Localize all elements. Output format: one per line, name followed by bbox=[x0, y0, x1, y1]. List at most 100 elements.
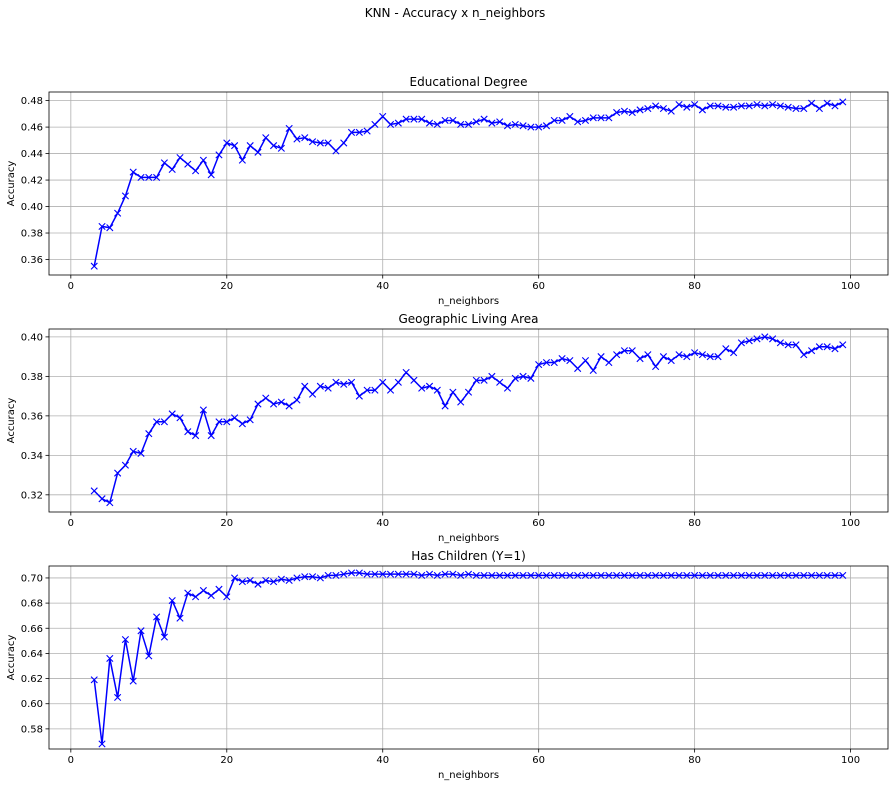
data-point bbox=[410, 570, 418, 578]
data-point bbox=[558, 571, 566, 580]
data-point bbox=[581, 116, 590, 125]
data-point bbox=[831, 345, 839, 353]
data-point bbox=[472, 376, 480, 384]
data-point bbox=[160, 159, 168, 167]
data-point bbox=[613, 108, 621, 117]
data-point bbox=[347, 569, 356, 577]
data-point bbox=[574, 118, 582, 126]
data-point bbox=[527, 374, 535, 382]
data-point bbox=[238, 420, 246, 428]
data-point bbox=[145, 652, 153, 660]
data-point bbox=[636, 355, 644, 363]
data-point bbox=[589, 366, 597, 375]
y-tick-label: 0.32 bbox=[21, 490, 43, 501]
data-point bbox=[581, 356, 590, 365]
data-point bbox=[706, 571, 714, 580]
data-point bbox=[199, 586, 207, 595]
data-point bbox=[285, 402, 293, 410]
data-point bbox=[815, 571, 823, 580]
data-point bbox=[550, 571, 558, 580]
data-point bbox=[425, 570, 434, 578]
data-point bbox=[308, 573, 317, 581]
y-tick-label: 0.46 bbox=[21, 123, 43, 134]
data-point bbox=[301, 134, 309, 142]
data-point bbox=[262, 576, 270, 585]
data-point bbox=[574, 364, 582, 373]
data-point bbox=[285, 576, 293, 585]
data-point bbox=[269, 400, 278, 408]
data-point bbox=[714, 102, 722, 110]
data-point bbox=[527, 123, 535, 131]
y-tick-label: 0.36 bbox=[21, 411, 43, 422]
data-point bbox=[441, 116, 449, 125]
data-point bbox=[184, 428, 192, 436]
data-point bbox=[480, 571, 488, 580]
data-point bbox=[769, 335, 777, 343]
data-point bbox=[620, 107, 629, 115]
data-point bbox=[737, 571, 745, 580]
data-point bbox=[706, 353, 714, 361]
data-point bbox=[332, 571, 340, 580]
data-point bbox=[137, 449, 145, 457]
data-point bbox=[98, 740, 106, 748]
data-point bbox=[215, 418, 223, 426]
data-point bbox=[425, 382, 434, 390]
data-point bbox=[153, 418, 161, 426]
data-point bbox=[238, 156, 246, 164]
y-tick-label: 0.40 bbox=[21, 202, 43, 213]
data-point bbox=[784, 341, 792, 349]
data-point bbox=[168, 596, 176, 605]
data-point bbox=[745, 102, 753, 110]
data-point bbox=[730, 103, 738, 111]
data-point bbox=[807, 347, 816, 355]
data-point bbox=[402, 368, 410, 377]
y-tick-label: 0.70 bbox=[21, 573, 43, 584]
data-point bbox=[488, 119, 496, 127]
data-point bbox=[776, 571, 784, 580]
data-point bbox=[129, 447, 137, 455]
data-point bbox=[823, 99, 831, 107]
series-line bbox=[93, 572, 843, 745]
data-point bbox=[340, 139, 348, 147]
data-point bbox=[324, 571, 332, 580]
y-tick-label: 0.60 bbox=[21, 699, 43, 710]
data-point bbox=[581, 571, 590, 580]
y-tick-label: 0.62 bbox=[21, 674, 43, 685]
data-point bbox=[137, 627, 145, 635]
data-point bbox=[324, 384, 332, 392]
data-point bbox=[254, 580, 262, 588]
data-point bbox=[535, 360, 543, 369]
data-point bbox=[176, 614, 184, 622]
chart-panel-2: 0 20 40 60 80 100 0.32 0.34 0.36 0.38 0.40 Geograph… bbox=[6, 312, 889, 544]
x-tick-label: 80 bbox=[688, 755, 701, 766]
data-point bbox=[160, 633, 168, 641]
axes-frame bbox=[48, 91, 889, 276]
data-point bbox=[800, 571, 808, 580]
data-point bbox=[597, 114, 605, 122]
data-point bbox=[527, 571, 535, 580]
data-point bbox=[464, 120, 473, 129]
data-point bbox=[815, 343, 823, 351]
data-point bbox=[277, 575, 285, 583]
data-point bbox=[737, 102, 745, 110]
data-point bbox=[464, 570, 473, 578]
data-point bbox=[628, 108, 636, 117]
data-point bbox=[153, 613, 161, 621]
data-point bbox=[535, 571, 543, 580]
data-point bbox=[550, 116, 558, 125]
data-point bbox=[519, 122, 527, 130]
data-point bbox=[168, 410, 176, 418]
data-point bbox=[784, 571, 792, 580]
data-point bbox=[449, 116, 457, 125]
data-point bbox=[807, 99, 816, 107]
data-point bbox=[613, 351, 621, 359]
x-tick-label: 40 bbox=[376, 518, 389, 529]
data-point bbox=[355, 569, 363, 577]
y-tick-label: 0.40 bbox=[21, 332, 43, 343]
chart-title: Geographic Living Area bbox=[398, 312, 538, 326]
y-tick-label: 0.44 bbox=[21, 149, 43, 160]
data-point bbox=[90, 262, 98, 270]
data-point bbox=[379, 378, 387, 386]
data-point bbox=[433, 386, 441, 394]
